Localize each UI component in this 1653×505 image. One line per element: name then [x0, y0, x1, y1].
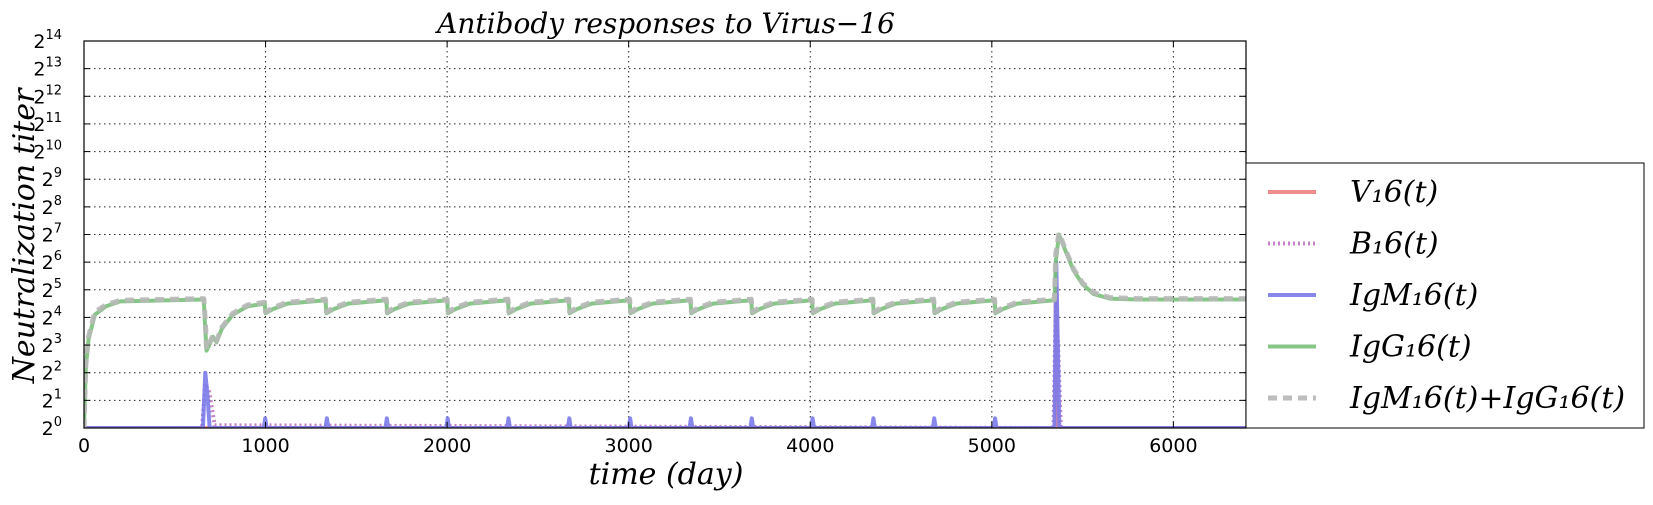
- legend-label-0: V₁6(t): [1350, 175, 1438, 210]
- y-tick-base: 2: [42, 225, 54, 247]
- legend-label-1: B₁6(t): [1349, 227, 1439, 262]
- y-tick-base: 2: [42, 363, 54, 385]
- y-tick-label: 20: [42, 415, 62, 440]
- x-axis-label: time (day): [589, 457, 744, 492]
- y-tick-label: 213: [33, 56, 62, 81]
- x-tick-label: 1000: [241, 435, 289, 457]
- y-tick-exponent: 10: [45, 139, 62, 154]
- y-tick-base: 2: [42, 197, 54, 219]
- y-tick-label: 27: [42, 222, 62, 247]
- y-tick-exponent: 5: [54, 277, 62, 292]
- y-tick-base: 2: [33, 114, 45, 136]
- y-tick-label: 28: [42, 194, 62, 219]
- y-tick-base: 2: [33, 86, 45, 108]
- y-tick-exponent: 11: [45, 111, 62, 126]
- y-tick-label: 29: [42, 166, 62, 191]
- y-tick-base: 2: [42, 390, 54, 412]
- y-tick-label: 210: [33, 139, 62, 164]
- x-axis: 0 1000 2000 3000 4000 5000 6000: [78, 41, 1198, 457]
- chart-title: Antibody responses to Virus−16: [434, 7, 895, 40]
- x-tick-label: 6000: [1149, 435, 1197, 457]
- series-line-2: [84, 260, 1246, 428]
- series-line-1: [84, 301, 1246, 428]
- y-tick-base: 2: [42, 335, 54, 357]
- y-tick-base: 2: [33, 142, 45, 164]
- y-tick-label: 26: [42, 249, 62, 274]
- legend-label-3: IgG₁6(t): [1349, 330, 1472, 365]
- series-layer: [84, 230, 1246, 428]
- y-tick-label: 25: [42, 277, 62, 302]
- y-tick-base: 2: [42, 280, 54, 302]
- legend-label-2: IgM₁6(t): [1349, 278, 1478, 313]
- y-tick-base: 2: [42, 169, 54, 191]
- x-tick-label: 2000: [423, 435, 471, 457]
- x-tick-label: 3000: [605, 435, 653, 457]
- y-tick-base: 2: [33, 59, 45, 81]
- y-tick-label: 23: [42, 332, 62, 357]
- legend: V₁6(t) B₁6(t) IgM₁6(t) IgG₁6(t) IgM₁6(t)+IgG…: [1245, 162, 1645, 429]
- x-tick-label: 0: [78, 435, 90, 457]
- legend-label-4: IgM₁6(t)+IgG₁6(t): [1349, 381, 1625, 416]
- y-tick-exponent: 7: [54, 222, 62, 237]
- y-tick-label: 24: [42, 304, 62, 329]
- y-tick-exponent: 1: [54, 387, 62, 402]
- series-line-3: [84, 232, 1246, 428]
- y-tick-base: 2: [42, 307, 54, 329]
- y-tick-exponent: 4: [54, 304, 62, 319]
- y-tick-exponent: 6: [54, 249, 62, 264]
- y-tick-label: 212: [33, 83, 62, 108]
- grid: [84, 41, 1246, 428]
- y-tick-exponent: 13: [45, 56, 62, 71]
- x-tick-label: 4000: [786, 435, 834, 457]
- y-tick-exponent: 8: [54, 194, 62, 209]
- y-tick-base: 2: [42, 252, 54, 274]
- y-tick-exponent: 9: [54, 166, 62, 181]
- series-line-4: [84, 230, 1246, 428]
- x-tick-label: 5000: [968, 435, 1016, 457]
- y-tick-label: 214: [33, 28, 62, 53]
- y-axis-label: Neutralization titer: [7, 87, 42, 385]
- y-tick-exponent: 3: [54, 332, 62, 347]
- y-tick-exponent: 0: [54, 415, 62, 430]
- y-tick-label: 211: [33, 111, 62, 136]
- y-tick-exponent: 12: [45, 83, 62, 98]
- y-tick-base: 2: [42, 418, 54, 440]
- y-tick-label: 22: [42, 360, 62, 385]
- y-tick-exponent: 14: [45, 28, 62, 43]
- y-tick-label: 21: [42, 387, 62, 412]
- y-tick-base: 2: [33, 31, 45, 53]
- y-tick-exponent: 2: [54, 360, 62, 375]
